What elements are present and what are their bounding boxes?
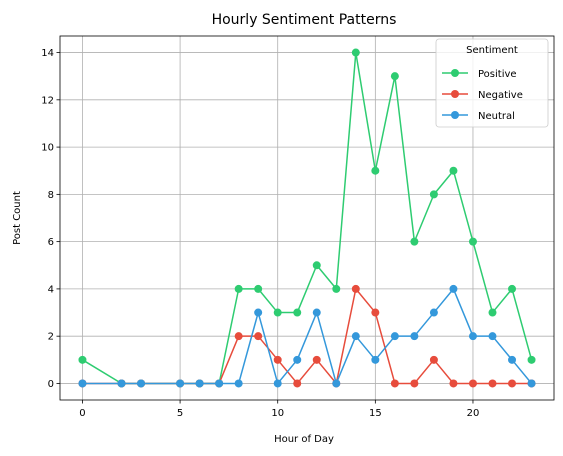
legend-label-positive: Positive [478,69,517,80]
data-point-neutral [527,379,536,388]
data-point-neutral [254,308,263,317]
x-tick-label: 15 [369,408,382,419]
data-point-negative [488,379,497,388]
data-point-positive [332,284,341,293]
y-tick-label: 0 [48,379,54,390]
data-point-negative [468,379,477,388]
data-point-negative [312,355,321,364]
data-point-negative [449,379,458,388]
data-point-negative [429,355,438,364]
data-point-neutral [273,379,282,388]
data-point-positive [527,355,536,364]
data-point-neutral [410,332,419,341]
x-tick-label: 0 [79,408,85,419]
data-point-neutral [312,308,321,317]
data-point-negative [293,379,302,388]
plot-frame [59,35,555,401]
data-point-neutral [176,379,185,388]
data-point-neutral [371,355,380,364]
x-axis-label: Hour of Day [274,434,334,445]
data-point-negative [508,379,517,388]
data-point-neutral [449,284,458,293]
y-tick-label: 14 [41,48,54,59]
data-point-positive [371,166,380,175]
legend-marker-neutral [451,111,459,119]
y-tick-label: 12 [41,95,54,106]
data-point-positive [78,355,87,364]
data-point-neutral [137,379,146,388]
data-point-neutral [488,332,497,341]
data-point-positive [429,190,438,199]
data-point-negative [273,355,282,364]
data-point-negative [410,379,419,388]
legend-title: Sentiment [466,45,518,56]
data-point-positive [468,237,477,246]
y-tick-label: 8 [48,190,54,201]
data-point-neutral [78,379,87,388]
legend-label-negative: Negative [478,90,523,101]
data-point-negative [390,379,399,388]
data-point-neutral [429,308,438,317]
legend: Sentiment Positive Negative Neutral [435,38,549,128]
data-point-negative [254,332,263,341]
data-point-positive [390,72,399,81]
x-tick-label: 10 [271,408,284,419]
data-point-neutral [117,379,126,388]
data-point-negative [351,284,360,293]
y-axis-label: Post Count [12,191,23,245]
y-tick-label: 2 [48,332,54,343]
data-point-neutral [195,379,204,388]
series-line-neutral [82,288,533,385]
data-point-negative [234,332,243,341]
chart-title: Hourly Sentiment Patterns [212,12,397,28]
legend-marker-positive [451,69,459,77]
axis-ticks: 0 5 10 15 20 0 2 4 6 8 10 12 14 [41,48,479,419]
legend-box [435,38,549,128]
x-tick-label: 5 [177,408,183,419]
data-point-neutral [293,355,302,364]
data-point-positive [410,237,419,246]
y-tick-label: 10 [41,143,54,154]
data-point-positive [293,308,302,317]
data-point-neutral [508,355,517,364]
data-point-neutral [215,379,224,388]
data-point-neutral [390,332,399,341]
data-point-positive [508,284,517,293]
data-point-positive [312,261,321,270]
legend-marker-negative [451,90,459,98]
data-point-negative [371,308,380,317]
y-tick-label: 4 [48,284,54,295]
data-point-positive [254,284,263,293]
x-tick-label: 20 [467,408,480,419]
data-point-positive [351,48,360,57]
data-point-positive [488,308,497,317]
data-point-positive [449,166,458,175]
data-point-positive [273,308,282,317]
data-point-neutral [468,332,477,341]
data-point-neutral [234,379,243,388]
data-point-neutral [332,379,341,388]
legend-label-neutral: Neutral [478,111,515,122]
y-tick-label: 6 [48,237,54,248]
series-layer [78,48,536,388]
data-point-positive [234,284,243,293]
data-point-neutral [351,332,360,341]
